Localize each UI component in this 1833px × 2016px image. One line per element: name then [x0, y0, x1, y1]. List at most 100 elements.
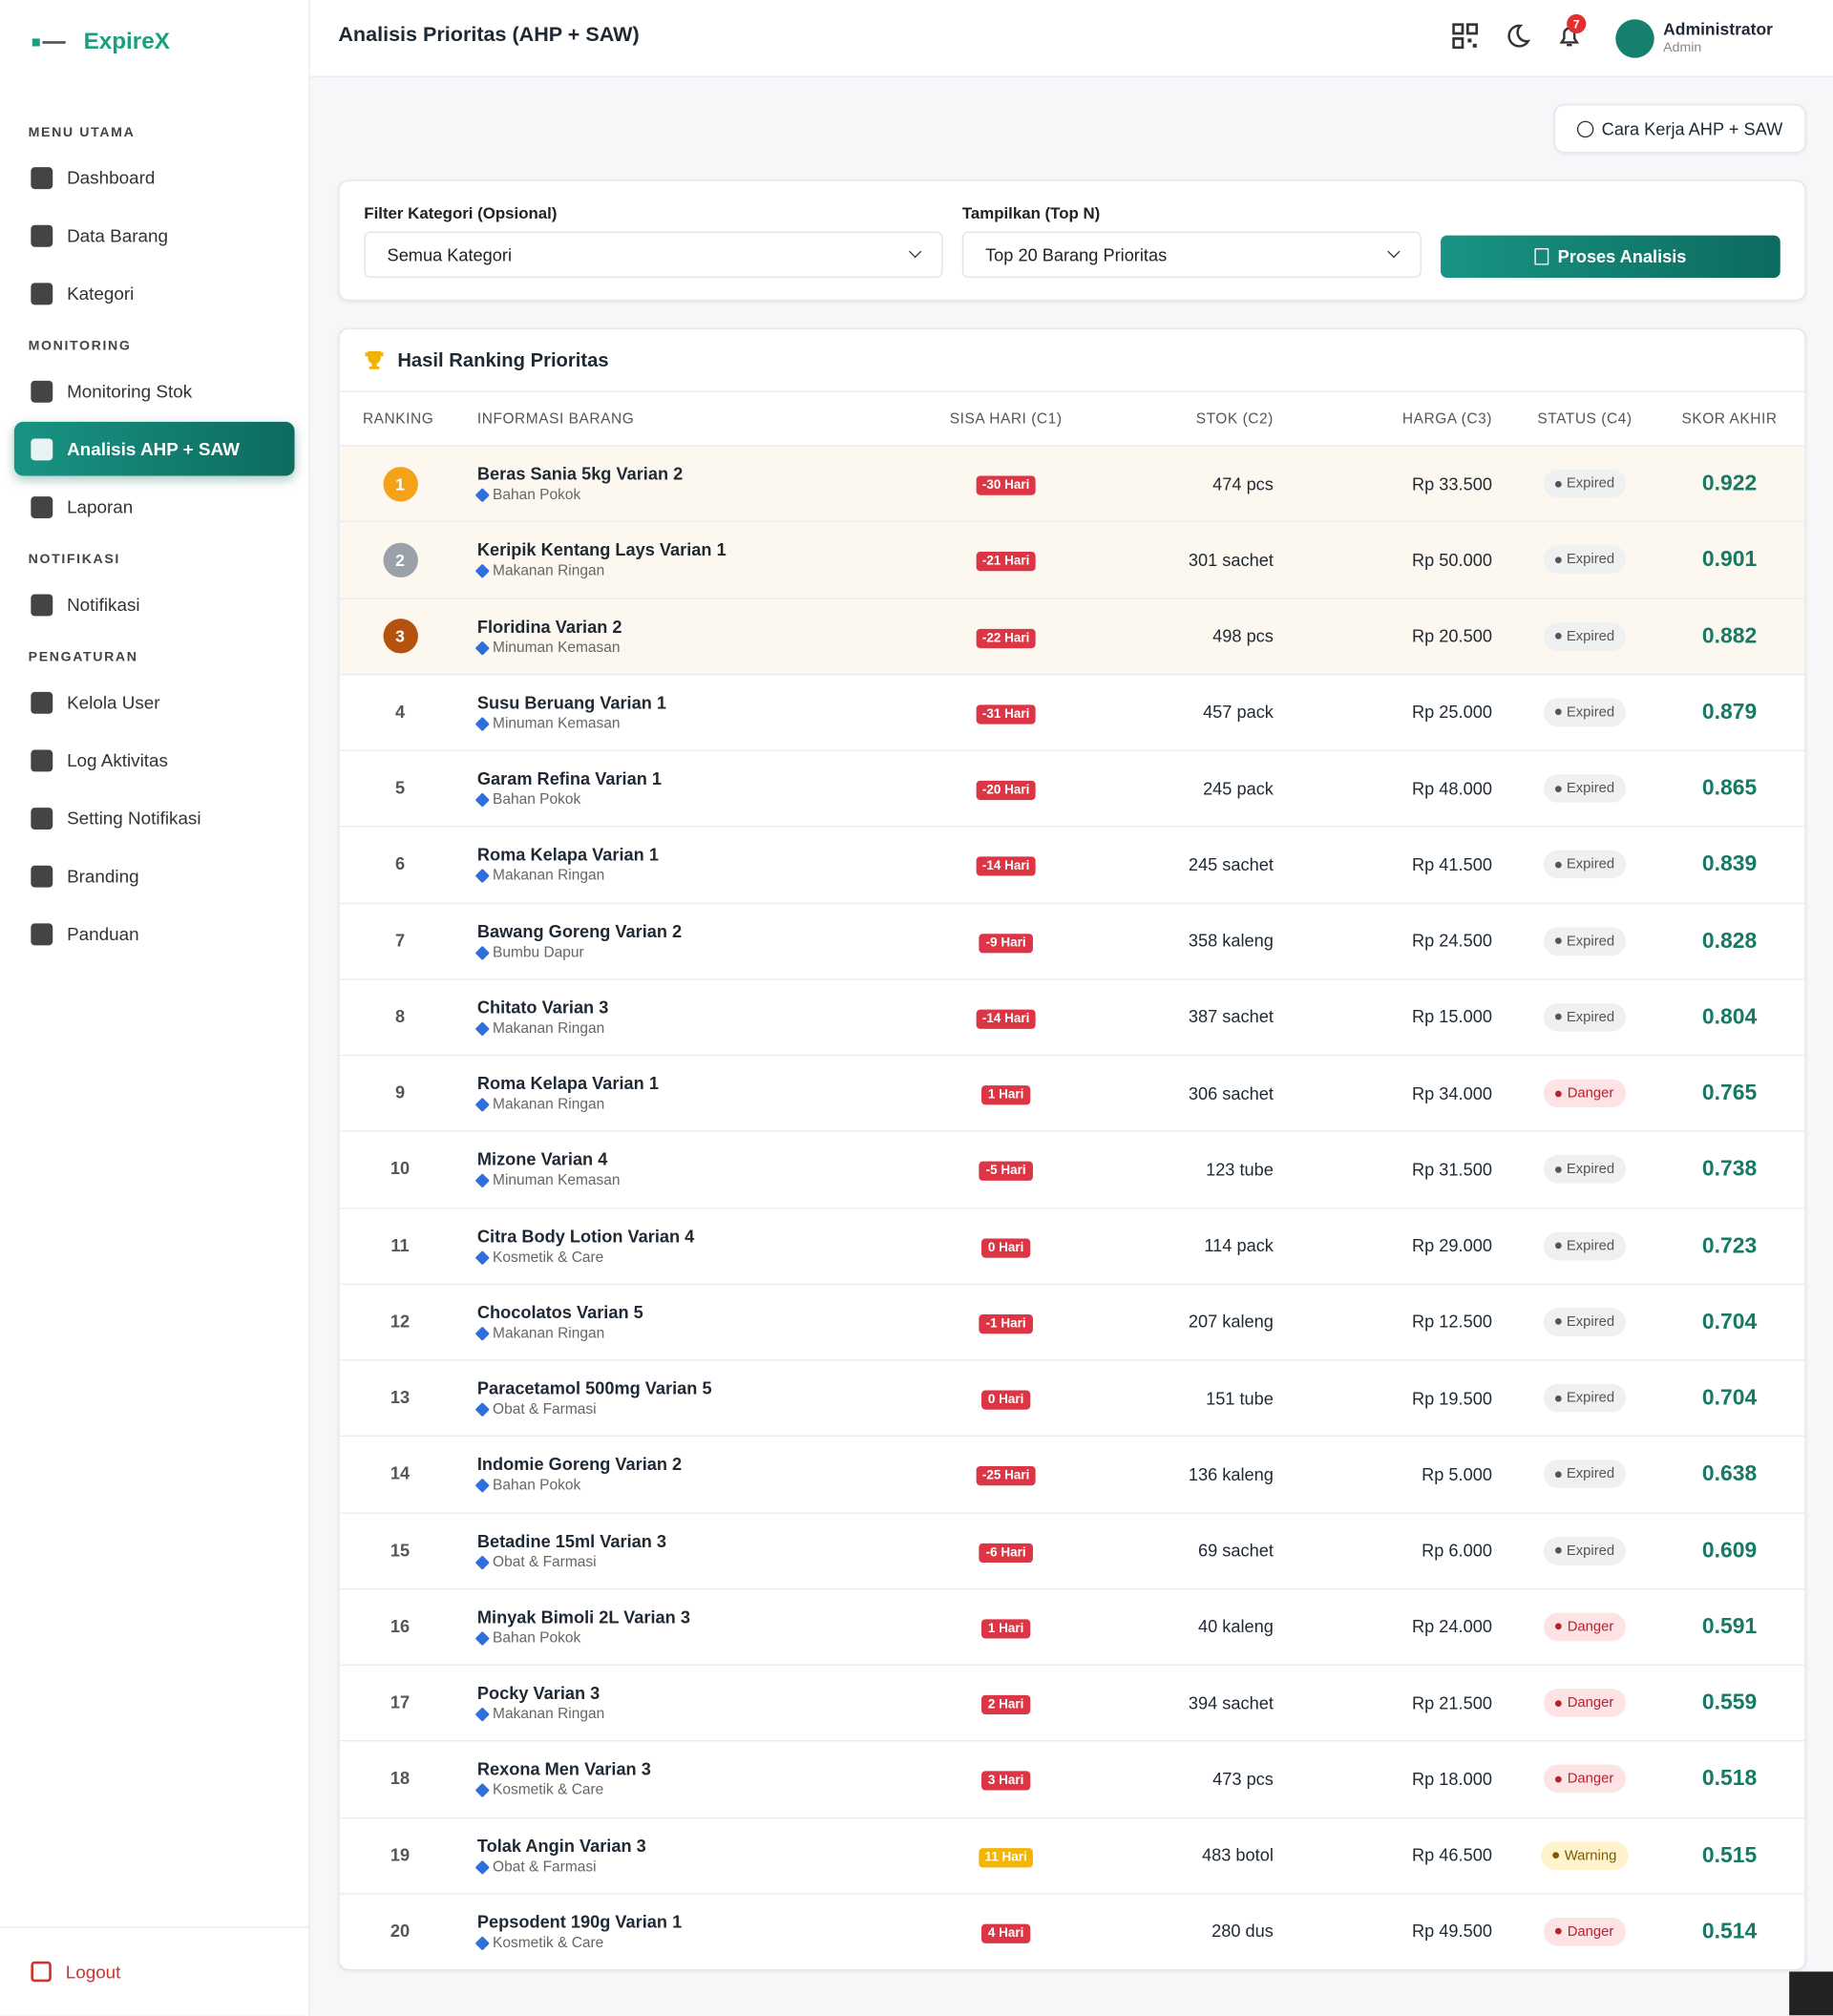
price: Rp 48.000	[1411, 778, 1492, 799]
item-category: Makanan Ringan	[474, 1326, 902, 1341]
status-label: Expired	[1566, 933, 1615, 949]
qr-icon[interactable]	[1452, 23, 1479, 50]
top-select[interactable]: Top 20 Barang Prioritas	[961, 231, 1422, 279]
days-cell: -30 Hari	[902, 472, 1110, 495]
status-dot	[1554, 785, 1562, 792]
days-badge: -31 Hari	[976, 704, 1037, 724]
tag-icon	[474, 1707, 490, 1722]
status-badge: Expired	[1543, 621, 1627, 651]
score: 0.882	[1701, 622, 1758, 648]
status-cell: Danger	[1513, 1765, 1657, 1794]
status-cell: Warning	[1513, 1840, 1657, 1870]
status-label: Expired	[1566, 781, 1615, 797]
rank-cell: 9	[340, 1082, 461, 1104]
nav-item[interactable]: Data Barang	[14, 208, 295, 262]
section-title: NOTIFIKASI	[28, 552, 120, 568]
item-info: Floridina Varian 2 Minuman Kemasan	[460, 617, 901, 656]
days-badge: 4 Hari	[981, 1923, 1031, 1943]
item-name: Mizone Varian 4	[476, 1150, 608, 1170]
status-badge: Expired	[1543, 1383, 1627, 1413]
process-button[interactable]: Proses Analisis	[1441, 235, 1780, 279]
price: Rp 46.500	[1411, 1845, 1492, 1865]
status-label: Expired	[1566, 1162, 1615, 1178]
status-cell: Expired	[1513, 774, 1657, 803]
nav-item[interactable]: Monitoring Stok	[14, 364, 295, 418]
nav-icon	[31, 922, 53, 945]
status-cell: Expired	[1513, 1231, 1657, 1260]
item-category: Makanan Ringan	[474, 1707, 902, 1722]
nav-item[interactable]: Analisis AHP + SAW	[13, 421, 295, 476]
status-badge: Expired	[1543, 545, 1627, 575]
status-dot	[1554, 1395, 1562, 1402]
item-category: Makanan Ringan	[474, 1097, 902, 1113]
score: 0.901	[1701, 547, 1758, 572]
nav-item[interactable]: Laporan	[14, 480, 295, 535]
status-cell: Expired	[1513, 621, 1657, 651]
nav-item[interactable]: Kategori	[14, 266, 295, 321]
topbar: Analisis Prioritas (AHP + SAW) 7 Adminis…	[309, 0, 1833, 77]
score: 0.922	[1701, 471, 1758, 495]
category-label: Obat & Farmasi	[493, 1554, 597, 1570]
category-label: Kosmetik & Care	[493, 1935, 604, 1951]
status-dot	[1555, 1090, 1563, 1097]
column-header: HARGA (C3)	[1401, 410, 1492, 427]
column-header: STATUS (C4)	[1537, 410, 1633, 427]
tag-icon	[474, 792, 490, 808]
days-badge: -6 Hari	[979, 1543, 1033, 1563]
price: Rp 34.000	[1411, 1083, 1492, 1103]
nav-item[interactable]: Branding	[14, 849, 295, 903]
item-category: Obat & Farmasi	[474, 1402, 902, 1418]
status-dot	[1555, 1699, 1563, 1707]
stock: 474 pcs	[1212, 473, 1274, 494]
nav-item[interactable]: Setting Notifikasi	[14, 791, 295, 846]
rank: 13	[390, 1387, 411, 1408]
nav-icon	[31, 166, 53, 189]
tag-icon	[474, 1936, 490, 1951]
nav-item[interactable]: Notifikasi	[14, 578, 295, 632]
category-label: Bahan Pokok	[493, 1630, 581, 1647]
tag-icon	[474, 1859, 490, 1875]
price: Rp 31.500	[1411, 1160, 1492, 1180]
avatar[interactable]	[1615, 19, 1654, 58]
status-cell: Expired	[1513, 698, 1657, 727]
nav-item[interactable]: Panduan	[14, 907, 295, 961]
nav-item[interactable]: Kelola User	[14, 675, 295, 729]
category-select[interactable]: Semua Kategori	[364, 231, 943, 279]
status-label: Expired	[1566, 552, 1615, 568]
status-cell: Expired	[1513, 1155, 1657, 1185]
score: 0.865	[1701, 775, 1758, 801]
days-cell: -22 Hari	[902, 624, 1110, 648]
table-row: 20 Pepsodent 190g Varian 1 Kosmetik & Care…	[339, 1892, 1805, 1969]
days-badge: 0 Hari	[981, 1238, 1031, 1258]
table-header: RANKING INFORMASI BARANG SISA HARI (C1) STO…	[339, 390, 1805, 446]
corner-widget[interactable]	[1789, 1971, 1833, 2016]
item-info: Betadine 15ml Varian 3 Obat & Farmasi	[460, 1531, 901, 1570]
tag-icon	[474, 1630, 490, 1647]
price: Rp 20.500	[1411, 626, 1492, 646]
status-label: Expired	[1566, 1543, 1615, 1559]
table-row: 6 Roma Kelapa Varian 1 Makanan Ringan -14 H…	[339, 826, 1805, 902]
category-label: Makanan Ringan	[493, 868, 605, 885]
item-category: Bumbu Dapur	[474, 945, 902, 960]
price: Rp 5.000	[1422, 1464, 1492, 1484]
tag-icon	[474, 1326, 490, 1341]
rank-cell: 12	[340, 1311, 461, 1334]
help-button[interactable]: Cara Kerja AHP + SAW	[1553, 104, 1806, 154]
item-category: Makanan Ringan	[474, 868, 902, 885]
logout[interactable]: Logout	[14, 1944, 295, 1999]
nav-label: Setting Notifikasi	[67, 808, 201, 829]
nav-icon	[31, 807, 53, 830]
theme-icon[interactable]	[1505, 23, 1531, 49]
tag-icon	[474, 1097, 490, 1113]
score: 0.638	[1701, 1461, 1758, 1486]
status-cell: Expired	[1513, 1308, 1657, 1336]
brand: ExpireX	[32, 29, 170, 55]
nav-item[interactable]: Log Aktivitas	[14, 733, 295, 788]
category-label: Makanan Ringan	[493, 563, 605, 579]
nav-item[interactable]: Dashboard	[14, 151, 295, 205]
category-label: Minuman Kemasan	[493, 716, 621, 732]
table-row: 14 Indomie Goreng Varian 2 Bahan Pokok -25 …	[339, 1435, 1805, 1512]
item-name: Beras Sania 5kg Varian 2	[476, 464, 684, 484]
status-label: Danger	[1567, 1923, 1614, 1940]
rank: 6	[394, 854, 406, 874]
